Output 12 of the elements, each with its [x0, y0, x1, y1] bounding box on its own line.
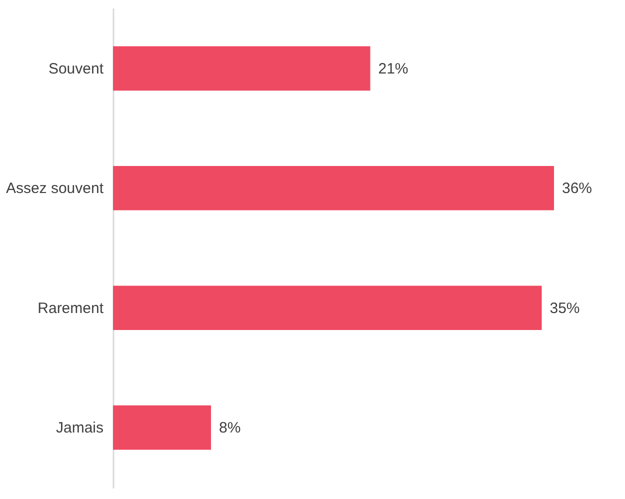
data-label: 36% — [562, 180, 592, 198]
y-tick-label: Assez souvent — [6, 180, 104, 198]
bar — [113, 405, 211, 450]
data-label: 8% — [219, 420, 241, 437]
y-tick-label: Jamais — [56, 420, 104, 437]
y-tick-label: Souvent — [48, 60, 104, 78]
y-tick-label: Rarement — [38, 300, 104, 317]
data-label: 35% — [550, 300, 580, 317]
bar — [113, 166, 554, 210]
bar — [113, 46, 370, 91]
data-label: 21% — [378, 60, 408, 78]
bar — [113, 286, 542, 330]
